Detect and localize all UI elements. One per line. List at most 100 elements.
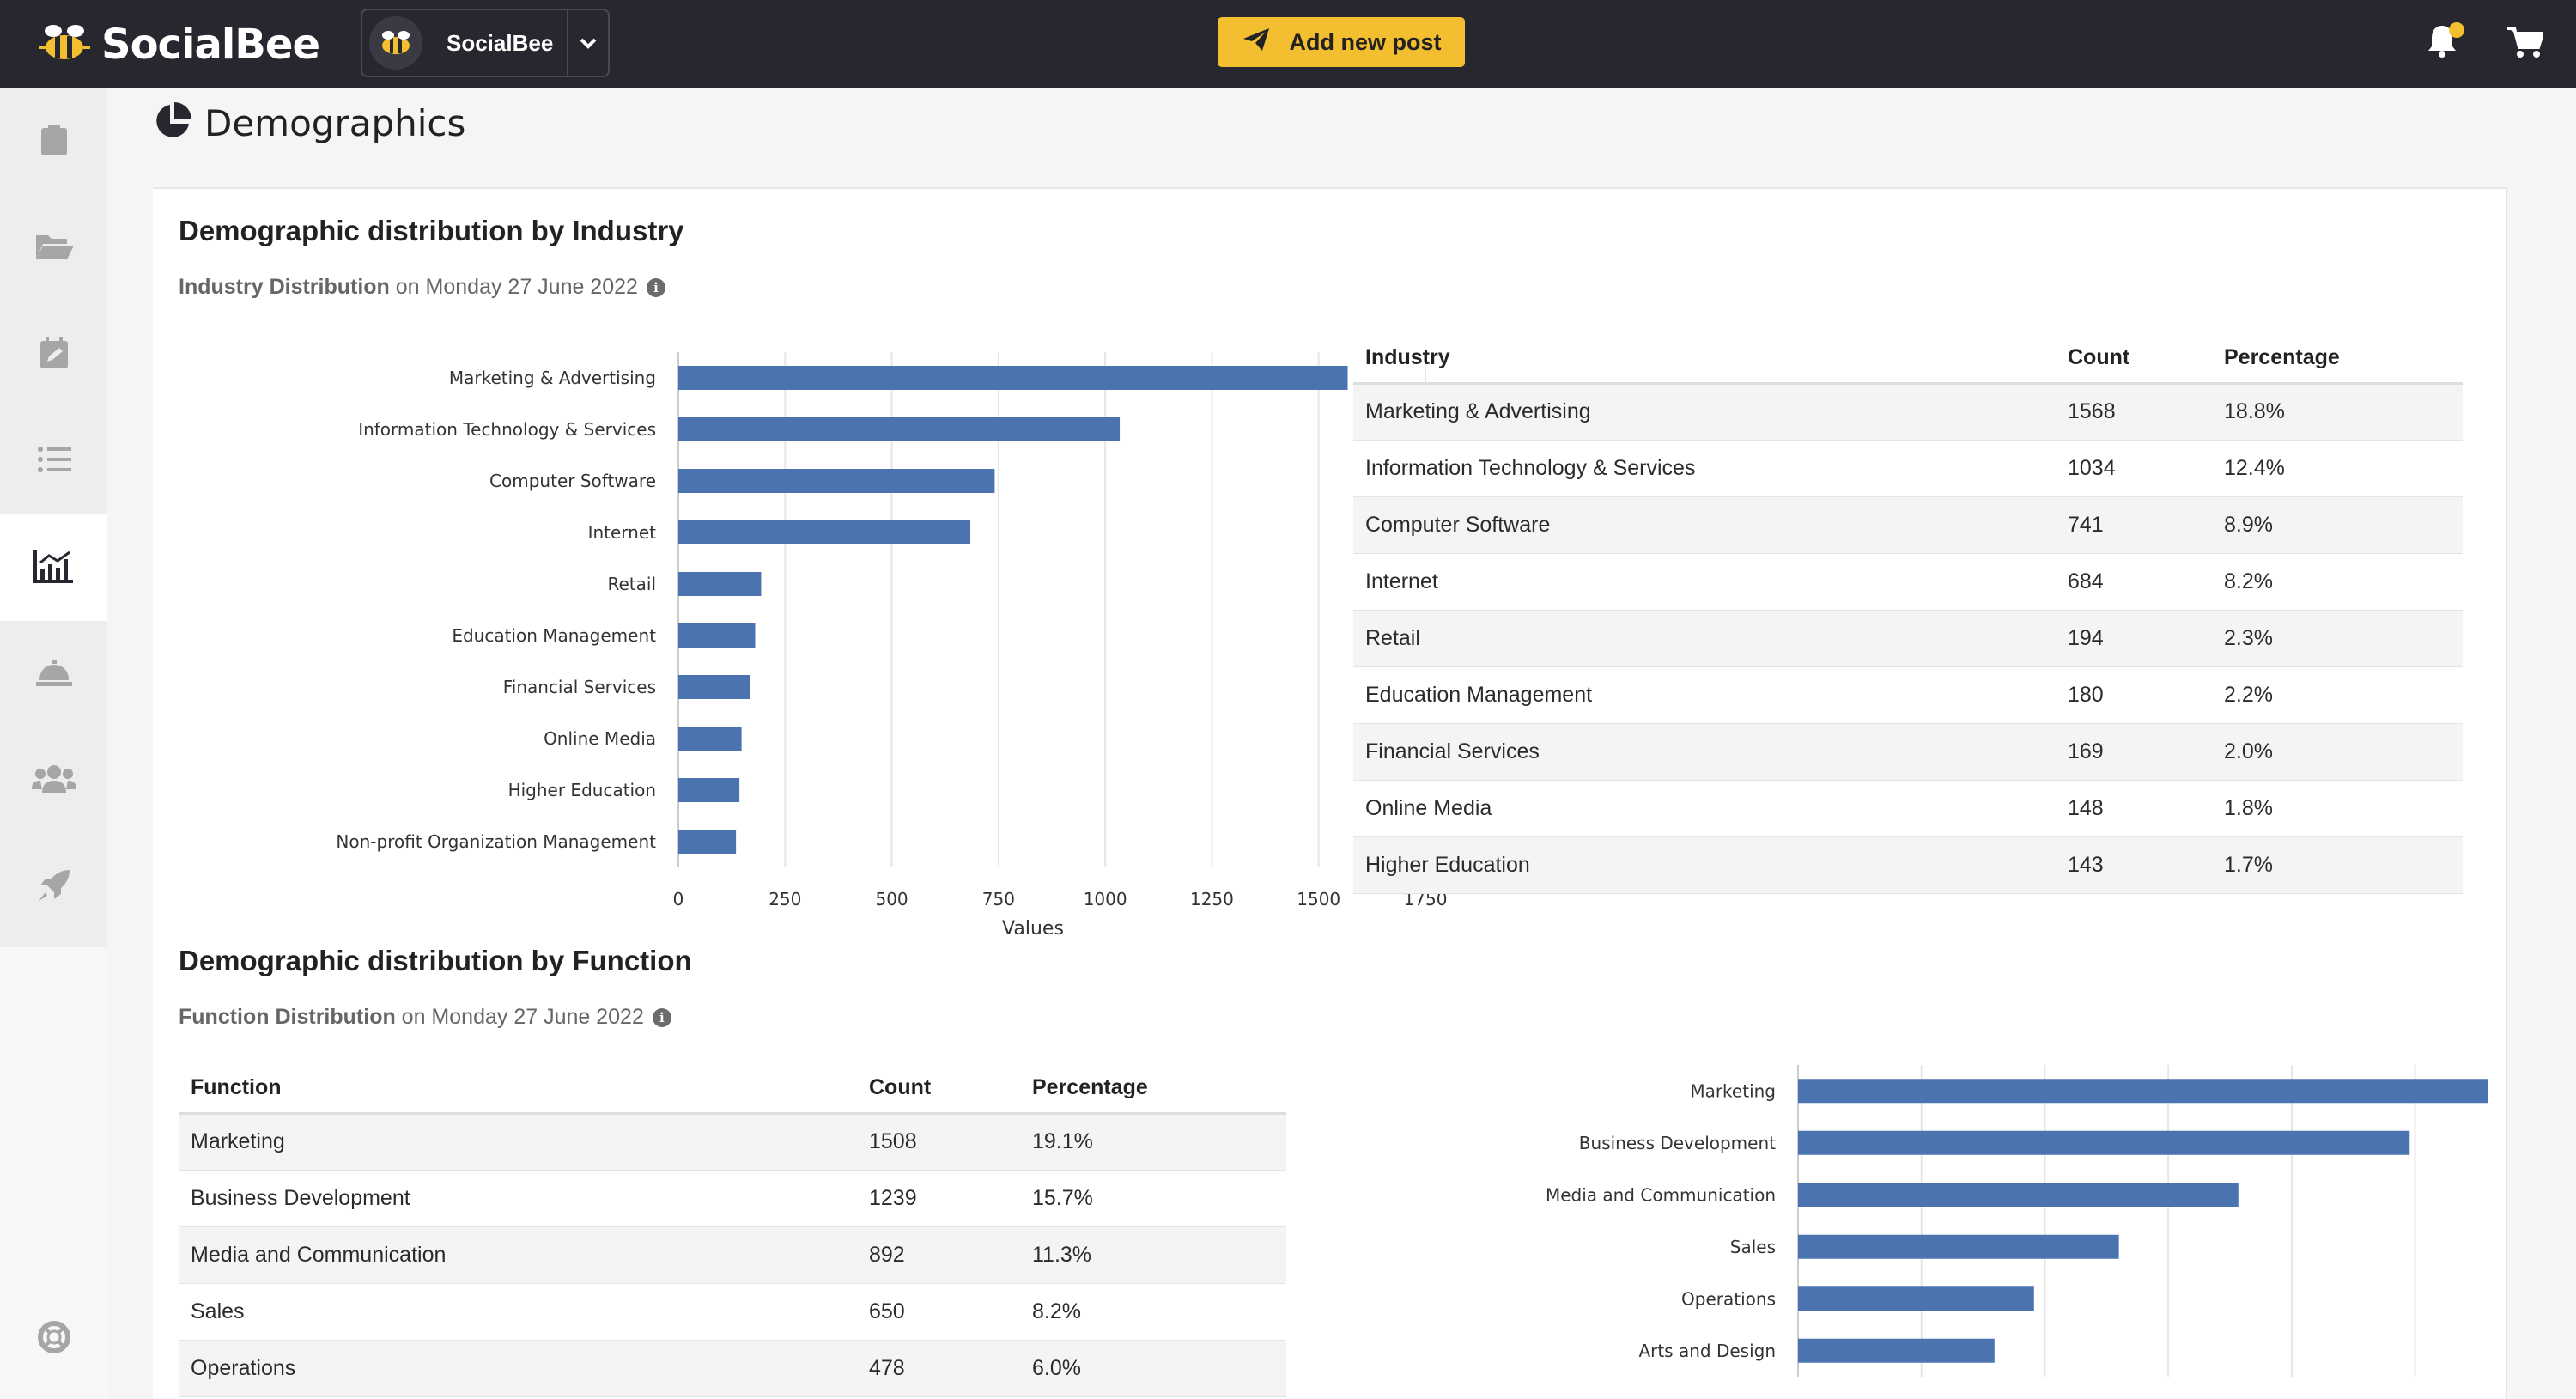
- cell-name: Computer Software: [1353, 496, 2056, 554]
- sidebar-item-content[interactable]: [0, 88, 107, 195]
- industry-bar-chart: Marketing & Advertising Information Techn…: [336, 352, 1447, 940]
- page-title: Demographics: [153, 101, 465, 145]
- cell-name: Operations: [179, 1340, 857, 1397]
- info-icon[interactable]: i: [646, 277, 665, 297]
- sidebar-item-help[interactable]: [0, 1286, 107, 1392]
- category-label: Higher Education: [508, 780, 656, 800]
- table-row: Financial Services 169 2.0%: [1353, 723, 2463, 781]
- table-row: Online Media 148 1.8%: [1353, 780, 2463, 837]
- cell-count: 1239: [857, 1170, 1020, 1227]
- cell-percentage: 12.4%: [2212, 440, 2463, 497]
- column-header-industry[interactable]: Industry: [1353, 333, 2056, 385]
- cell-count: 650: [857, 1283, 1020, 1341]
- sidebar-item-categories[interactable]: [0, 195, 107, 301]
- chart-bar: [1798, 1338, 1995, 1363]
- category-label: Financial Services: [503, 677, 656, 697]
- column-header-count[interactable]: Count: [2056, 333, 2212, 385]
- column-header-function[interactable]: Function: [179, 1063, 857, 1115]
- chart-bar: [1798, 1130, 2410, 1155]
- cell-percentage: 15.7%: [1020, 1170, 1286, 1227]
- function-bar-chart: Marketing Business Development Media and C…: [1546, 1065, 2488, 1377]
- column-header-percentage[interactable]: Percentage: [2212, 333, 2463, 385]
- cell-name: Education Management: [1353, 666, 2056, 724]
- x-tick-label: 500: [875, 889, 908, 909]
- sidebar-item-posts[interactable]: [0, 408, 107, 514]
- category-label: Operations: [1681, 1288, 1776, 1309]
- table-row: Internet 684 8.2%: [1353, 553, 2463, 611]
- table-row: Marketing 1508 19.1%: [179, 1113, 1286, 1171]
- industry-table: Industry Count Percentage Marketing & Ad…: [1353, 333, 2463, 894]
- industry-section-title: Demographic distribution by Industry: [179, 215, 684, 246]
- add-new-post-button[interactable]: Add new post: [1218, 17, 1465, 67]
- column-header-percentage[interactable]: Percentage: [1020, 1063, 1286, 1115]
- cell-name: Higher Education: [1353, 836, 2056, 894]
- page-title-text: Demographics: [204, 102, 466, 144]
- cell-name: Marketing: [179, 1113, 857, 1171]
- cell-count: 1508: [857, 1113, 1020, 1171]
- account-avatar: [369, 16, 422, 70]
- cell-name: Business Development: [179, 1170, 857, 1227]
- industry-subtitle-bold: Industry Distribution: [179, 275, 390, 299]
- cell-name: Internet: [1353, 553, 2056, 611]
- category-label: Online Media: [544, 728, 656, 749]
- chart-bar: [678, 623, 756, 648]
- sidebar-item-analytics[interactable]: [0, 514, 107, 621]
- cell-percentage: 2.0%: [2212, 723, 2463, 781]
- chevron-down-icon[interactable]: [568, 37, 608, 49]
- column-header-count[interactable]: Count: [857, 1063, 1020, 1115]
- cell-name: Retail: [1353, 610, 2056, 667]
- chart-bar: [678, 675, 751, 699]
- cell-count: 169: [2056, 723, 2212, 781]
- x-tick-label: 1250: [1190, 889, 1234, 909]
- account-name: SocialBee: [447, 29, 554, 56]
- cell-count: 1034: [2056, 440, 2212, 497]
- rocket-icon: [37, 868, 71, 907]
- cell-count: 892: [857, 1226, 1020, 1284]
- cell-percentage: 2.2%: [2212, 666, 2463, 724]
- table-row: Sales 650 8.2%: [179, 1283, 1286, 1341]
- chart-bar: [1798, 1234, 2119, 1259]
- list-icon: [37, 446, 71, 477]
- cell-percentage: 8.2%: [2212, 553, 2463, 611]
- sidebar-item-schedule[interactable]: [0, 301, 107, 408]
- table-row: Retail 194 2.3%: [1353, 610, 2463, 667]
- chart-bar: [678, 469, 995, 493]
- category-label: Retail: [607, 574, 656, 594]
- demographics-card: Demographic distribution by Industry Ind…: [153, 187, 2507, 1399]
- category-label: Information Technology & Services: [358, 419, 656, 440]
- chart-bar: [678, 520, 971, 544]
- category-label: Education Management: [452, 625, 656, 646]
- function-subtitle-bold: Function Distribution: [179, 1005, 396, 1029]
- table-row: Information Technology & Services 1034 12.…: [1353, 440, 2463, 497]
- cell-count: 684: [2056, 553, 2212, 611]
- chart-bar: [1798, 1079, 2488, 1104]
- sidebar-item-growth[interactable]: [0, 834, 107, 940]
- cell-count: 148: [2056, 780, 2212, 837]
- industry-subtitle: Industry Distribution on Monday 27 June …: [179, 275, 665, 300]
- x-tick-label: 0: [673, 889, 684, 909]
- cart-icon[interactable]: [2507, 26, 2545, 63]
- account-divider: [567, 9, 568, 76]
- cell-name: Online Media: [1353, 780, 2056, 837]
- function-subtitle: Function Distribution on Monday 27 June …: [179, 1005, 671, 1030]
- brand-logo[interactable]: SocialBee: [38, 19, 320, 70]
- sidebar-item-concierge[interactable]: [0, 621, 107, 727]
- cell-name: Media and Communication: [179, 1226, 857, 1284]
- cell-percentage: 18.8%: [2212, 383, 2463, 441]
- table-row: Computer Software 741 8.9%: [1353, 496, 2463, 554]
- brand-name: SocialBee: [101, 21, 320, 69]
- category-label: Media and Communication: [1546, 1184, 1776, 1205]
- x-tick-label: 750: [982, 889, 1015, 909]
- info-icon[interactable]: i: [652, 1007, 671, 1027]
- function-section-title: Demographic distribution by Function: [179, 945, 692, 976]
- table-header-row: Industry Count Percentage: [1353, 333, 2463, 385]
- function-table: Function Count Percentage Marketing 1508 1…: [179, 1063, 1286, 1397]
- account-switcher[interactable]: SocialBee: [361, 9, 610, 77]
- category-label: Non-profit Organization Management: [336, 831, 656, 852]
- top-bar: SocialBee SocialBee Add new post: [0, 0, 2576, 88]
- cell-name: Sales: [179, 1283, 857, 1341]
- category-label: Business Development: [1579, 1133, 1776, 1153]
- sidebar-item-team[interactable]: [0, 727, 107, 834]
- chart-bar: [678, 572, 762, 596]
- cell-percentage: 1.7%: [2212, 836, 2463, 894]
